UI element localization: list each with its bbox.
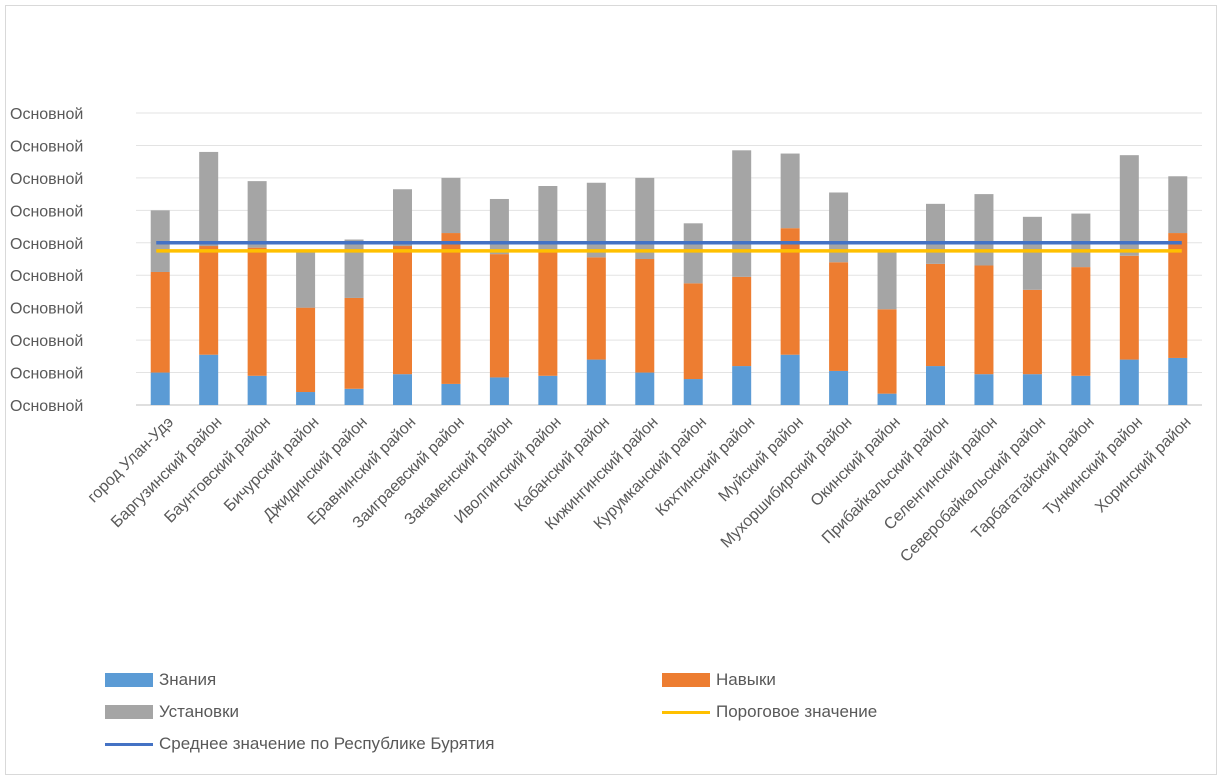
bar-2-17: [974, 194, 994, 266]
legend-item-porog: Пороговое значение: [662, 702, 877, 722]
bar-0-15: [877, 393, 897, 405]
bar-2-18: [1022, 216, 1042, 290]
bar-1-6: [441, 233, 461, 384]
bar-0-17: [974, 374, 994, 405]
bar-0-10: [635, 372, 655, 405]
legend-label-navyki: Навыки: [716, 670, 776, 689]
x-tick-label: Хоринский район: [1092, 414, 1194, 516]
y-tick-label: Основной: [10, 203, 83, 220]
bar-0-12: [732, 366, 752, 405]
legend-label-ustanovki: Установки: [159, 702, 240, 721]
bar-2-3: [296, 250, 316, 308]
bar-0-0: [150, 372, 170, 405]
bar-0-6: [441, 383, 461, 405]
bar-1-10: [635, 259, 655, 373]
bar-2-14: [829, 192, 849, 263]
bar-2-7: [489, 198, 509, 255]
bar-0-20: [1119, 359, 1139, 405]
x-tick-label: Муйский район: [716, 414, 807, 505]
y-tick-label: Основной: [10, 301, 83, 318]
bar-1-3: [296, 307, 316, 393]
y-tick-label: Основной: [10, 138, 83, 155]
y-tick-label: Основной: [10, 398, 83, 415]
legend-item-navyki: Навыки: [662, 670, 776, 690]
bar-1-17: [974, 265, 994, 375]
y-tick-label: Основной: [10, 171, 83, 188]
bar-0-5: [393, 374, 412, 405]
bar-2-15: [877, 250, 897, 310]
bar-0-14: [829, 370, 849, 405]
bar-1-21: [1168, 233, 1188, 358]
bar-2-4: [344, 239, 364, 298]
bar-0-21: [1168, 357, 1188, 405]
bar-1-9: [586, 257, 606, 360]
bar-0-3: [296, 392, 316, 405]
bar-2-13: [780, 153, 800, 229]
bar-1-12: [732, 276, 752, 367]
bar-0-11: [683, 379, 703, 405]
bar-2-6: [441, 177, 461, 234]
legend-item-ustanovki: Установки: [105, 702, 239, 722]
y-tick-label: Основной: [10, 268, 83, 285]
legend-swatch-srednee: [105, 742, 153, 746]
bar-1-4: [344, 297, 364, 389]
bar-2-19: [1071, 213, 1091, 268]
x-tick-label: Окинский район: [808, 414, 904, 510]
legend-swatch-ustanovki: [105, 705, 153, 719]
bar-2-12: [732, 150, 752, 277]
legend-swatch-navyki: [662, 673, 710, 687]
bar-0-16: [926, 366, 945, 405]
bar-2-16: [926, 203, 945, 264]
bar-0-19: [1071, 375, 1091, 405]
bar-1-2: [247, 247, 267, 376]
bar-1-20: [1119, 255, 1139, 360]
bar-0-8: [538, 375, 558, 405]
y-tick-label: Основной: [10, 333, 83, 350]
bar-2-21: [1168, 176, 1188, 234]
bar-2-2: [247, 181, 267, 248]
bar-1-14: [829, 262, 849, 371]
bar-0-7: [489, 377, 509, 405]
bar-2-10: [635, 177, 655, 259]
y-tick-label: Основной: [10, 366, 83, 383]
legend-label-srednee: Среднее значение по Республике Бурятия: [159, 734, 495, 753]
bar-1-7: [489, 254, 509, 378]
bar-1-11: [683, 283, 703, 380]
bar-2-11: [683, 223, 703, 284]
bar-1-18: [1022, 289, 1042, 375]
bar-2-5: [393, 189, 412, 247]
bar-2-1: [199, 151, 219, 247]
bar-2-9: [586, 182, 606, 258]
bar-1-19: [1071, 267, 1091, 376]
legend-item-srednee: Среднее значение по Республике Бурятия: [105, 734, 494, 754]
bar-1-13: [780, 228, 800, 355]
bar-1-16: [926, 263, 945, 367]
legend-label-znaniya: Знания: [159, 670, 217, 689]
legend-swatch-znaniya: [105, 673, 153, 687]
y-tick-label: Основной: [10, 106, 83, 123]
bar-1-0: [150, 271, 170, 373]
bar-1-8: [538, 252, 558, 376]
y-tick-label: Основной: [10, 236, 83, 253]
legend-label-porog: Пороговое значение: [716, 702, 878, 721]
bar-1-1: [199, 246, 219, 355]
x-tick-label: город Улан-Удэ: [85, 414, 177, 506]
bar-1-5: [393, 246, 412, 375]
bar-0-9: [586, 359, 606, 405]
bar-0-2: [247, 375, 267, 405]
bar-1-15: [877, 309, 897, 394]
bar-0-4: [344, 388, 364, 405]
bar-2-20: [1119, 155, 1139, 256]
legend-item-znaniya: Знания: [105, 670, 216, 690]
bar-0-18: [1022, 374, 1042, 405]
bar-0-13: [780, 354, 800, 405]
bar-0-1: [199, 354, 219, 405]
legend-swatch-porog: [662, 710, 710, 714]
bar-2-8: [538, 186, 558, 253]
